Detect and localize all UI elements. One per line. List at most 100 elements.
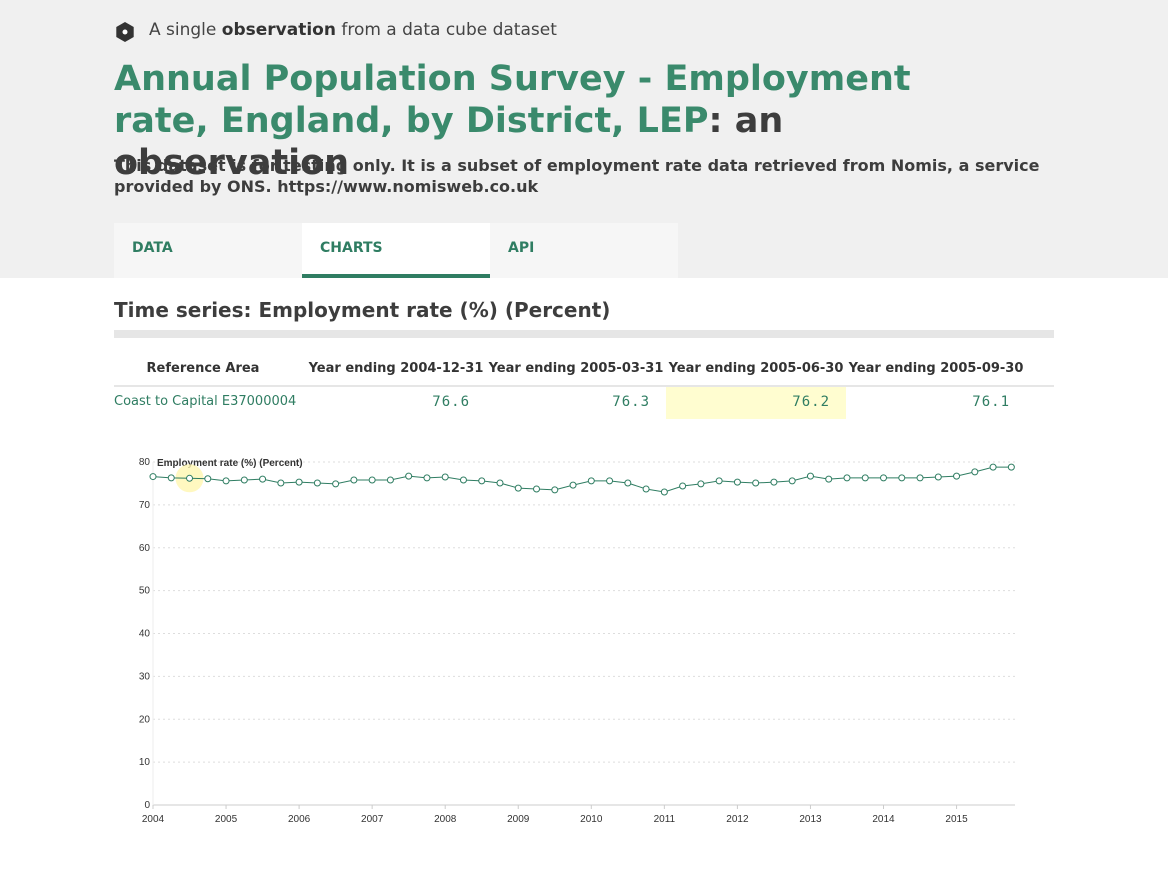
- point: [551, 486, 559, 494]
- point: [733, 478, 741, 486]
- x-tick-label: 2010: [580, 814, 603, 825]
- area-link[interactable]: Coast to Capital E37000004: [114, 394, 297, 409]
- title-text: Annual Population Survey - Employment ra…: [114, 59, 911, 141]
- x-tick-label: 2012: [726, 814, 749, 825]
- section-title: Time series: Employment rate (%) (Percen…: [114, 298, 611, 322]
- point: [277, 479, 285, 487]
- point: [149, 473, 157, 481]
- tab[interactable]: API: [490, 223, 678, 278]
- tab[interactable]: DATA: [114, 223, 302, 278]
- point: [806, 472, 814, 480]
- point: [514, 484, 522, 492]
- chart-title: Employment rate (%) (Percent): [157, 458, 303, 469]
- point: [167, 474, 175, 482]
- point: [679, 482, 687, 490]
- column-header: Year ending 2005-06-30: [668, 361, 844, 376]
- point: [697, 480, 705, 488]
- cell-value: 76.2: [792, 394, 830, 410]
- cell-value: 76.1: [972, 394, 1010, 410]
- kicker: A single observation from a data cube da…: [149, 20, 557, 40]
- point: [386, 476, 394, 484]
- column-header: Year ending 2005-03-31: [488, 361, 664, 376]
- x-tick-label: 2011: [654, 814, 676, 825]
- point: [880, 474, 888, 482]
- point: [934, 473, 942, 481]
- point: [770, 478, 778, 486]
- point: [916, 474, 924, 482]
- tab[interactable]: CHARTS: [302, 223, 490, 278]
- point: [186, 474, 194, 482]
- point: [788, 477, 796, 485]
- icon: [116, 22, 134, 42]
- description: This dataset is for testing only. It is …: [114, 156, 1040, 196]
- point: [971, 468, 979, 476]
- point: [752, 479, 760, 487]
- y-tick-label: 0: [144, 800, 150, 811]
- divider: [114, 330, 1054, 338]
- y-tick-label: 40: [139, 629, 151, 640]
- point: [478, 477, 486, 485]
- point: [825, 475, 833, 483]
- y-tick-label: 20: [139, 714, 151, 725]
- x-tick-label: 2005: [215, 814, 238, 825]
- x-tick-label: 2006: [288, 814, 311, 825]
- point: [624, 479, 632, 487]
- x-tick-label: 2008: [434, 814, 457, 825]
- point: [332, 480, 340, 488]
- point: [569, 481, 577, 489]
- point: [989, 463, 997, 471]
- kicker-text: A single: [149, 20, 222, 40]
- point: [606, 477, 614, 485]
- kicker-text: from a data cube dataset: [335, 20, 557, 40]
- point: [240, 476, 248, 484]
- point: [660, 488, 668, 496]
- point: [861, 474, 869, 482]
- title-suffix: : an observation: [114, 101, 784, 183]
- point: [405, 472, 413, 480]
- point: [642, 485, 650, 493]
- header: A single observation from a data cube da…: [0, 0, 1168, 278]
- point: [295, 478, 303, 486]
- point: [496, 479, 504, 487]
- x-tick-label: 2004: [142, 814, 165, 825]
- point: [204, 475, 212, 483]
- y-tick-label: 60: [139, 543, 151, 554]
- x-tick-label: 2007: [361, 814, 384, 825]
- title: Annual Population Survey - Employment ra…: [114, 58, 944, 184]
- y-tick-label: 80: [139, 457, 151, 468]
- point: [898, 474, 906, 482]
- point: [715, 477, 723, 485]
- point: [222, 477, 230, 485]
- cell-value: 76.3: [612, 394, 650, 410]
- y-tick-label: 70: [139, 500, 151, 511]
- point: [441, 473, 449, 481]
- x-tick-label: 2009: [507, 814, 530, 825]
- column-header: Reference Area: [146, 361, 260, 376]
- point: [533, 485, 541, 493]
- point: [953, 472, 961, 480]
- column-header: Ye: [1026, 352, 1054, 386]
- point: [368, 476, 376, 484]
- cell-highlight: [666, 387, 846, 419]
- y-tick-label: 50: [139, 586, 151, 597]
- y-tick-label: 10: [139, 757, 151, 768]
- point: [843, 474, 851, 482]
- column-header: Year ending 2004-12-31: [308, 361, 484, 376]
- x-tick-label: 2013: [799, 814, 822, 825]
- chart: 0 10 20 30 40 50 60 70 80 2004 2005 2006 2007 2008 200…: [139, 457, 1015, 825]
- point: [587, 477, 595, 485]
- cell-value: 76.6: [432, 394, 470, 410]
- table: Reference Area Year ending 2004-12-31 Year…: [114, 352, 1054, 422]
- point: [259, 475, 267, 483]
- point: [423, 474, 431, 482]
- y-tick-label: 30: [139, 671, 151, 682]
- point: [350, 476, 358, 484]
- point: [459, 476, 467, 484]
- kicker-emphasis: observation: [221, 20, 336, 40]
- point: [1007, 463, 1015, 471]
- x-tick-label: 2015: [945, 814, 968, 825]
- x-tick-label: 2014: [872, 814, 895, 825]
- point: [313, 479, 321, 487]
- header-rule: [114, 385, 1054, 387]
